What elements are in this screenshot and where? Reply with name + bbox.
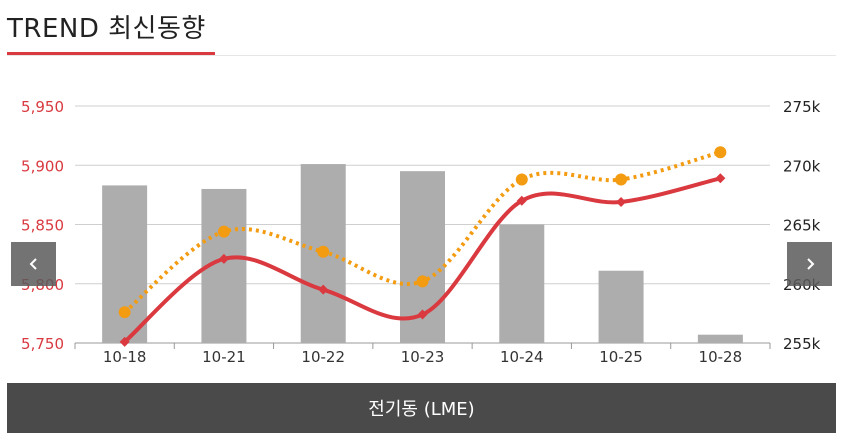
footer-bar: 전기동 (LME) <box>7 383 836 433</box>
title-divider <box>7 55 836 56</box>
series-point-dotted <box>515 173 528 186</box>
series-point-solid <box>218 253 229 264</box>
y-left-tick-label: 5,750 <box>21 335 64 353</box>
x-tick-label: 10-18 <box>103 348 147 366</box>
series-point-dotted <box>615 173 628 186</box>
chevron-right-icon <box>806 258 814 270</box>
x-tick-label: 10-22 <box>301 348 345 366</box>
series-point-solid <box>616 196 627 207</box>
series-point-solid <box>318 284 329 295</box>
bar <box>102 185 148 343</box>
y-left-tick-label: 5,900 <box>21 157 64 175</box>
y-right-tick-label: 255k <box>783 335 821 353</box>
next-button[interactable] <box>787 242 832 286</box>
title-underline <box>7 52 215 55</box>
y-left-tick-label: 5,950 <box>21 98 64 116</box>
footer-label: 전기동 (LME) <box>368 399 475 420</box>
prev-button[interactable] <box>11 242 56 286</box>
series-point-solid <box>119 336 130 347</box>
series-point-solid <box>715 173 726 184</box>
x-tick-label: 10-21 <box>202 348 246 366</box>
y-left-tick-label: 5,850 <box>21 217 64 235</box>
x-tick-label: 10-24 <box>500 348 544 366</box>
bar <box>598 270 644 343</box>
series-point-dotted <box>118 306 131 319</box>
series-point-dotted <box>416 275 429 288</box>
series-point-solid <box>417 309 428 320</box>
y-right-tick-label: 275k <box>783 98 821 116</box>
series-point-dotted <box>217 225 230 238</box>
page-title: TREND 최신동향 <box>7 14 206 44</box>
x-tick-label: 10-23 <box>401 348 445 366</box>
y-right-tick-label: 265k <box>783 217 821 235</box>
x-tick-label: 10-28 <box>699 348 743 366</box>
x-tick-label: 10-25 <box>599 348 643 366</box>
bar <box>697 334 743 343</box>
series-point-dotted <box>317 245 330 258</box>
y-right-tick-label: 270k <box>783 157 821 175</box>
chevron-left-icon <box>29 258 37 270</box>
series-point-solid <box>516 195 527 206</box>
series-point-dotted <box>714 146 727 159</box>
bar <box>499 224 545 343</box>
